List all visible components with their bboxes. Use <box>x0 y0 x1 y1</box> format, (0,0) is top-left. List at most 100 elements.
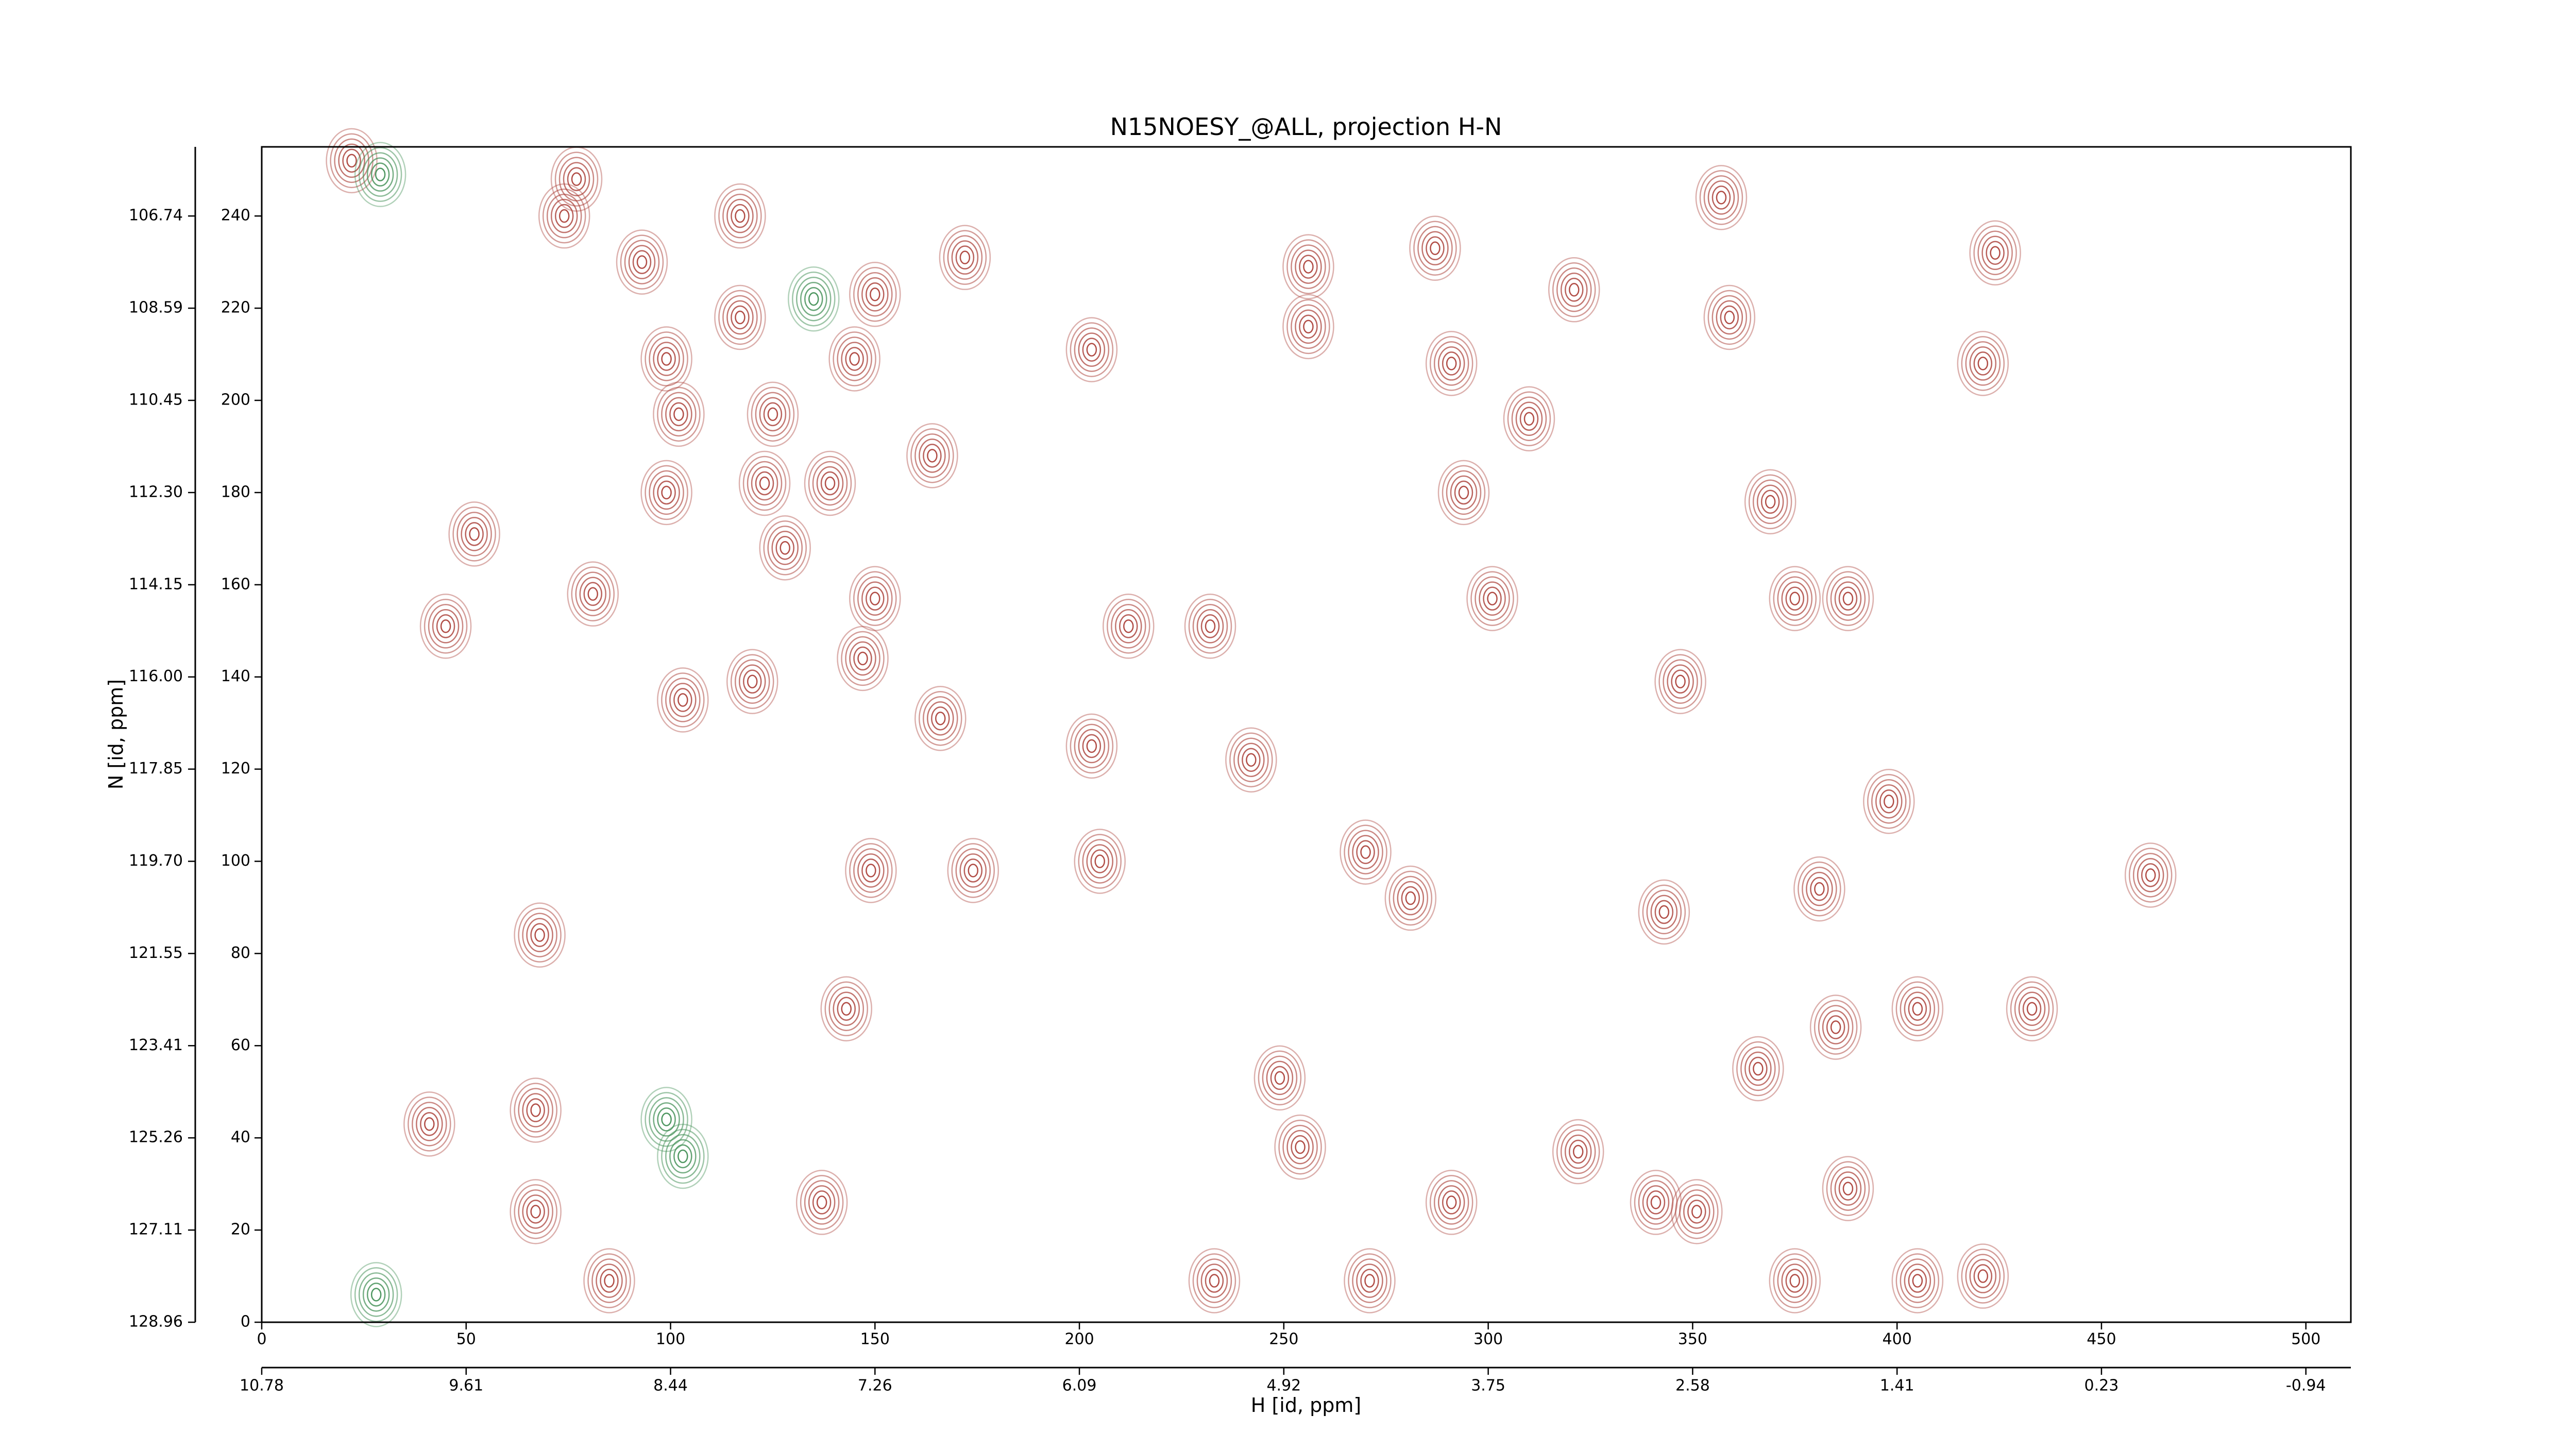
contour-peak <box>1196 1258 1232 1303</box>
contour-peak <box>1205 619 1216 633</box>
contour-peak <box>669 1139 697 1174</box>
y-tick-label: 180 <box>221 483 250 501</box>
contour-peak <box>853 848 889 893</box>
contour-peak <box>1572 1144 1584 1159</box>
contour-peak <box>1291 1135 1310 1159</box>
x2-tick-label: 0.23 <box>2084 1377 2119 1395</box>
contour-peak <box>955 245 975 269</box>
contour-peak <box>1274 1114 1326 1180</box>
contour-peak <box>416 1107 443 1141</box>
contour-peak <box>1842 592 1854 605</box>
x-tick-label: 50 <box>456 1330 476 1349</box>
contour-peak <box>1515 401 1543 436</box>
contour-peak <box>1646 889 1682 935</box>
contour-peak <box>571 566 615 621</box>
contour-peak <box>1446 1195 1457 1209</box>
contour-peak <box>947 235 983 280</box>
contour-peak <box>1425 1170 1478 1235</box>
contour-peak <box>857 576 893 621</box>
contour-peak <box>1258 1050 1302 1106</box>
x-tick-label: 150 <box>860 1330 890 1349</box>
contour-peak <box>1344 824 1387 880</box>
x-tick-label: 0 <box>257 1330 266 1349</box>
contour-peak <box>1192 1253 1236 1308</box>
contour-peak <box>767 525 803 570</box>
contour-peak <box>743 669 762 694</box>
contour-peak <box>440 619 451 633</box>
contour-peak <box>1973 1264 1993 1288</box>
contour-peak <box>1781 581 1809 616</box>
contour-peak <box>649 470 684 515</box>
contour-peak <box>1961 336 2005 391</box>
contour-peak <box>1806 871 1833 906</box>
contour-peak <box>1303 319 1314 334</box>
x-tick-label: 300 <box>1473 1330 1503 1349</box>
contour-peak <box>661 1128 705 1184</box>
contour-peak <box>1196 609 1224 644</box>
contour-peak <box>571 172 582 186</box>
contour-peak <box>1667 664 1694 699</box>
contour-peak <box>1895 981 1940 1036</box>
contour-peak <box>649 1097 684 1142</box>
contour-peak <box>354 142 406 207</box>
x2-tick-label: 9.61 <box>449 1377 483 1395</box>
contour-peak <box>1188 1248 1241 1313</box>
contour-peak <box>812 461 848 506</box>
y2-tick-label: 106.74 <box>129 207 183 225</box>
contour-peak <box>428 604 464 649</box>
contour-peak <box>857 272 893 317</box>
contour-peak <box>1233 737 1269 782</box>
y-tick-label: 60 <box>231 1036 250 1054</box>
contour-peak <box>833 991 860 1026</box>
contour-peak <box>1401 886 1420 911</box>
contour-peak <box>1090 849 1110 873</box>
contour-peak <box>1969 346 1997 381</box>
contour-peak <box>1753 1062 1764 1076</box>
y-tick-label: 120 <box>221 760 250 778</box>
contour-peak <box>375 167 386 181</box>
contour-peak <box>1732 1036 1784 1102</box>
contour-peak <box>1286 1130 1314 1165</box>
contour-peak <box>841 1002 852 1016</box>
plot-area <box>326 128 2177 1327</box>
y-tick-label: 160 <box>221 575 250 593</box>
contour-peak <box>1679 1189 1715 1234</box>
contour-peak <box>338 143 365 178</box>
contour-peak <box>1274 1071 1285 1085</box>
contour-peak <box>1074 327 1110 372</box>
contour-peak <box>554 151 599 207</box>
contour-peak <box>522 913 557 957</box>
contour-peak <box>567 167 586 191</box>
contour-peak <box>1429 336 1473 391</box>
contour-peak <box>657 386 701 442</box>
y2-tick-label: 121.55 <box>129 944 183 962</box>
contour-peak <box>820 976 873 1041</box>
contour-peak <box>665 678 701 722</box>
contour-peak <box>1650 1195 1662 1209</box>
contour-peak <box>1785 586 1805 611</box>
contour-peak <box>538 183 590 249</box>
contour-peak <box>866 586 885 611</box>
contour-peak <box>1789 1274 1801 1288</box>
contour-peak <box>636 255 648 269</box>
contour-peak <box>1977 357 1989 370</box>
contour-peak <box>1720 305 1739 330</box>
contour-peak <box>1115 609 1142 644</box>
contour-peak <box>358 147 402 202</box>
contour-peak <box>1442 1190 1461 1215</box>
contour-peak <box>731 654 774 709</box>
contour-peak <box>645 1092 688 1147</box>
contour-peak <box>1658 654 1702 709</box>
contour-peak <box>1675 1184 1719 1239</box>
contour-peak <box>1740 1046 1776 1091</box>
contour-peak <box>763 520 807 576</box>
contour-peak <box>1556 1124 1600 1180</box>
x-tick-label: 500 <box>2291 1330 2320 1349</box>
contour-peak <box>649 336 684 381</box>
contour-peak <box>951 240 979 275</box>
x2-tick-label: 2.58 <box>1675 1377 1710 1395</box>
contour-peak <box>1749 1056 1768 1081</box>
contour-peak <box>661 1113 672 1126</box>
contour-peak <box>1270 1066 1290 1090</box>
contour-peak <box>1826 1161 1870 1216</box>
